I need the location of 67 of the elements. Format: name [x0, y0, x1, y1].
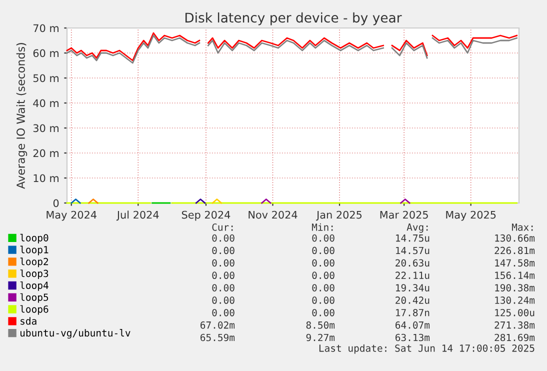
- text: 8.50m: [306, 321, 335, 329]
- text: 0.00: [312, 234, 334, 242]
- text: 156.14m: [495, 272, 535, 280]
- text: 281.69m: [494, 334, 535, 342]
- text: 9.27m: [306, 334, 335, 342]
- y-tick-label: 0: [53, 199, 59, 208]
- text: 130.66m: [495, 234, 535, 242]
- text: 63.13m: [396, 334, 430, 342]
- legend-label: loop0: [20, 234, 48, 244]
- text: 0.00: [312, 284, 334, 292]
- text: 19.34u: [396, 284, 430, 292]
- text: 0.00: [312, 308, 334, 316]
- x-tick-label: Jan 2025: [316, 210, 362, 221]
- text: 14.75u: [396, 234, 430, 242]
- text: Cur:: [212, 223, 233, 231]
- text: 0.00: [212, 296, 234, 304]
- legend-label: loop2: [20, 258, 48, 268]
- text: 65.59m: [200, 334, 235, 342]
- y-tick-label: 20 m: [33, 149, 58, 158]
- x-tick-label: Mar 2025: [380, 210, 428, 219]
- text: 125.00u: [495, 308, 534, 316]
- text: Min:: [312, 223, 333, 231]
- y-axis-title: Average IO Wait (seconds): [16, 43, 28, 189]
- legend-label: sda: [20, 317, 36, 325]
- text: 17.87n: [396, 308, 430, 316]
- y-tick-label: 50 m: [33, 74, 58, 82]
- chart-title: Disk latency per device - by year: [185, 12, 402, 26]
- y-tick-label: 60 m: [33, 49, 58, 58]
- x-tick-label: Jul 2024: [116, 210, 159, 221]
- y-tick-label: 10 m: [34, 174, 58, 182]
- legend-label: loop5: [20, 293, 48, 303]
- y-tick-label: 70 m: [34, 24, 58, 32]
- text: 67.02m: [200, 321, 235, 329]
- x-tick-label: May 2024: [46, 210, 96, 221]
- text: 64.07m: [396, 321, 430, 329]
- legend-label: loop3: [20, 270, 48, 280]
- text: 0.00: [212, 284, 234, 292]
- x-tick-label: Nov 2024: [248, 210, 298, 219]
- text: 190.38m: [495, 284, 535, 292]
- y-tick-label: 30 m: [33, 124, 58, 132]
- text: 14.57u: [396, 246, 430, 254]
- text: 0.00: [212, 259, 234, 267]
- text: 0.00: [312, 246, 334, 254]
- text: 130.24m: [495, 296, 535, 304]
- legend-label: loop4: [20, 281, 48, 291]
- text: 147.58m: [495, 259, 535, 267]
- text: Max:: [512, 224, 533, 231]
- text: Avg:: [406, 224, 428, 233]
- text: Last update: Sat Jun 14 17:00:05 2025: [319, 344, 534, 354]
- text: 0.00: [312, 296, 334, 304]
- text: 0.00: [212, 308, 234, 316]
- text: 0.00: [212, 234, 234, 242]
- text: 271.38m: [494, 321, 535, 329]
- text: 20.63u: [396, 259, 430, 267]
- text: 0.00: [212, 246, 234, 254]
- y-tick-label: 40 m: [33, 99, 58, 108]
- text: 0.00: [312, 259, 334, 267]
- text: 226.81m: [494, 246, 535, 254]
- text: 22.11u: [396, 272, 430, 280]
- text: 20.42u: [396, 296, 430, 304]
- x-tick-label: Sep 2024: [182, 210, 230, 221]
- x-tick-label: May 2025: [446, 210, 496, 221]
- legend-label: loop6: [20, 305, 48, 315]
- text: 0.00: [212, 272, 234, 280]
- text: 0.00: [312, 272, 334, 280]
- legend-label: ubuntu-vg/ubuntu-lv: [20, 329, 130, 339]
- legend-label: loop1: [20, 246, 48, 256]
